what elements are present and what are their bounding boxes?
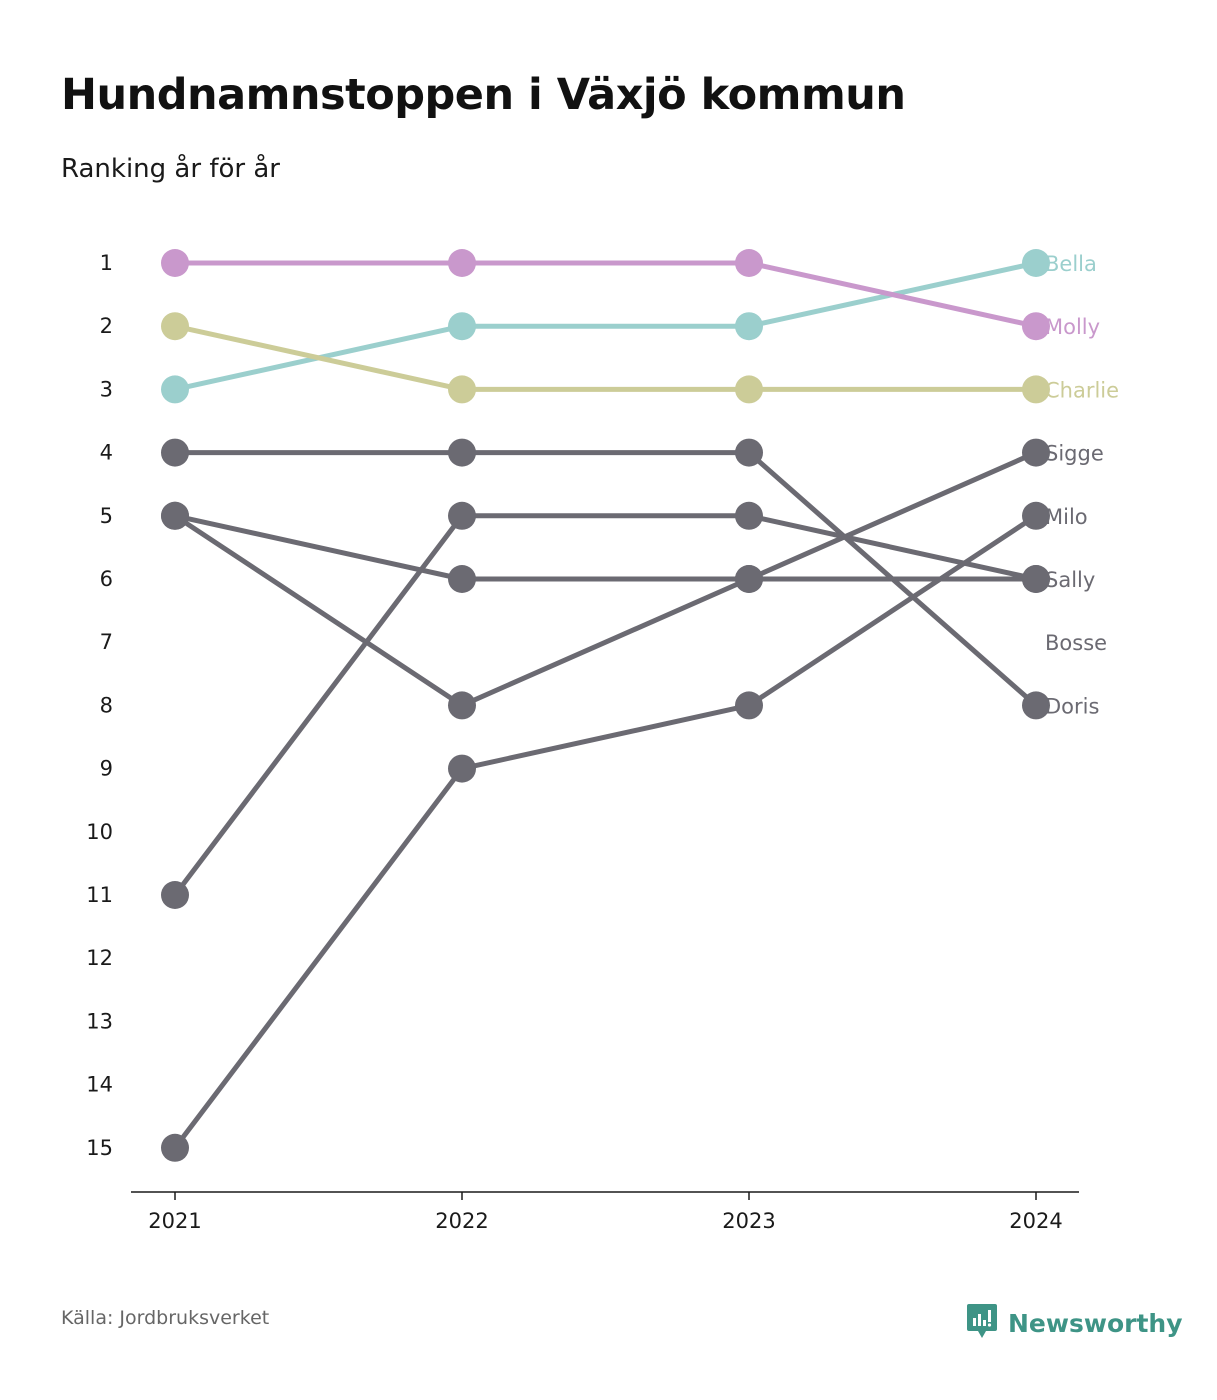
series-point-charlie [448,375,476,404]
series-line-bosse [172,513,1039,898]
series-label-sigge: Sigge [1045,442,1104,466]
y-tick-label: 13 [86,1009,113,1033]
y-tick-label: 3 [100,377,113,401]
y-tick-label: 12 [86,946,113,970]
series-point-doris [1022,691,1050,720]
series-point-doris [735,438,763,467]
series-point-milo [1022,501,1050,530]
series-point-bosse [1022,565,1050,593]
series-point-bosse [161,881,189,909]
series-label-bosse: Bosse [1045,631,1107,655]
series-point-milo [448,754,476,783]
series-point-molly [735,249,763,277]
series-point-molly [448,249,476,277]
series-point-milo [161,1133,189,1162]
y-tick-label: 1 [100,251,113,275]
x-tick-label: 2023 [722,1209,775,1233]
series-point-bella [735,312,763,341]
y-tick-label: 5 [100,504,113,528]
series-line-charlie [172,323,1039,392]
series-point-doris [448,438,476,467]
series-point-bella [161,375,189,404]
series-line-doris [172,450,1039,708]
series-label-molly: Molly [1045,315,1100,339]
series-point-molly [1022,312,1050,341]
series-label-doris: Doris [1045,694,1099,718]
series-point-charlie [735,375,763,404]
series-line-molly [172,260,1039,329]
y-tick-label: 4 [100,441,113,465]
chart-subtitle: Ranking år för år [61,154,280,184]
y-tick-label: 6 [100,567,113,591]
series-point-milo [735,691,763,720]
x-tick-label: 2021 [148,1209,201,1233]
series-label-charlie: Charlie [1045,378,1119,402]
y-tick-label: 11 [86,883,113,907]
series-point-charlie [1022,375,1050,404]
series-point-bella [1022,249,1050,277]
y-tick-label: 7 [100,630,113,654]
series-line-sigge [172,450,1039,708]
y-tick-label: 15 [86,1136,113,1160]
series-point-sally [161,501,189,530]
series-label-sally: Sally [1045,568,1095,592]
series-label-bella: Bella [1045,252,1097,276]
series-point-bella [448,312,476,341]
series-label-milo: Milo [1045,505,1088,529]
series-point-charlie [161,312,189,341]
y-tick-label: 9 [100,757,113,781]
series-point-molly [161,249,189,277]
y-tick-label: 10 [86,820,113,844]
source-note: Källa: Jordbruksverket [61,1307,270,1329]
series-point-bosse [735,501,763,530]
y-tick-label: 14 [86,1073,113,1097]
chart-title: Hundnamnstoppen i Växjö kommun [61,70,906,120]
series-point-sally [448,565,476,593]
series-point-bosse [448,501,476,530]
series-line-milo [172,513,1039,1151]
x-tick-label: 2024 [1009,1209,1062,1233]
series-point-doris [161,438,189,467]
y-tick-label: 2 [100,314,113,338]
brand-name: Newsworthy [1008,1308,1183,1338]
series-point-sally [735,565,763,593]
newsworthy-logo-icon [966,1302,998,1344]
series-point-sigge [448,691,476,720]
x-tick-label: 2022 [435,1209,488,1233]
series-point-sigge [1022,438,1050,467]
series-line-bella [172,260,1039,392]
series-line-sally [172,513,1039,582]
y-tick-label: 8 [100,693,113,717]
brand-logo[interactable]: Newsworthy [966,1302,1183,1344]
